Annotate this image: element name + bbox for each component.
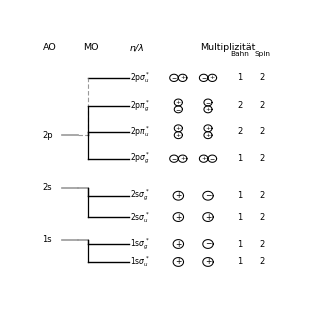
Text: Spin: Spin [254,51,271,57]
Text: 1: 1 [238,73,243,82]
Text: −: − [210,156,215,161]
Text: 2p$\sigma_g^*$: 2p$\sigma_g^*$ [130,151,151,166]
Text: AO: AO [43,43,57,52]
Text: −: − [201,76,206,80]
Text: 2: 2 [260,191,265,200]
Text: 2: 2 [260,240,265,248]
Text: −: − [205,191,211,200]
Text: 2: 2 [260,127,265,136]
Text: 2s$\sigma_u^*$: 2s$\sigma_u^*$ [130,210,150,225]
Text: +: + [180,76,185,80]
Text: 2: 2 [260,212,265,222]
Text: 1: 1 [238,257,243,266]
Text: 2p: 2p [42,131,53,139]
Text: 2: 2 [238,101,243,110]
Text: +: + [176,133,181,138]
Text: +: + [205,107,211,112]
Text: 1: 1 [238,240,243,248]
Text: −: − [205,240,211,248]
Text: 2s: 2s [42,183,52,193]
Text: 2: 2 [260,101,265,110]
Text: +: + [180,156,185,161]
Text: Bahn: Bahn [231,51,249,57]
Text: +: + [175,212,182,222]
Text: 2p$\pi_g^*$: 2p$\pi_g^*$ [130,98,150,114]
Text: 2: 2 [238,127,243,136]
Text: +: + [210,76,215,80]
Text: Multiplizität: Multiplizität [200,43,256,52]
Text: +: + [205,133,211,138]
Text: 1s$\sigma_u^*$: 1s$\sigma_u^*$ [130,255,150,270]
Text: −: − [171,156,177,161]
Text: +: + [205,257,211,266]
Text: 1s: 1s [42,235,52,244]
Text: MO: MO [83,43,98,52]
Text: 1: 1 [238,154,243,163]
Text: +: + [175,240,182,248]
Text: +: + [201,156,206,161]
Text: 2p$\pi_u^*$: 2p$\pi_u^*$ [130,124,150,139]
Text: 2p$\sigma_u^*$: 2p$\sigma_u^*$ [130,71,151,85]
Text: −: − [171,76,177,80]
Text: 1: 1 [238,212,243,222]
Text: 2: 2 [260,73,265,82]
Text: −: − [205,100,211,105]
Text: 1: 1 [238,191,243,200]
Text: +: + [175,257,182,266]
Text: +: + [205,126,211,131]
Text: 2: 2 [260,257,265,266]
Text: 1s$\sigma_g^*$: 1s$\sigma_g^*$ [130,236,150,252]
Text: +: + [205,212,211,222]
Text: +: + [175,191,182,200]
Text: +: + [176,126,181,131]
Text: 2: 2 [260,154,265,163]
Text: 2s$\sigma_g^*$: 2s$\sigma_g^*$ [130,188,150,203]
Text: n/λ: n/λ [130,43,145,52]
Text: −: − [176,107,181,112]
Text: +: + [176,100,181,105]
